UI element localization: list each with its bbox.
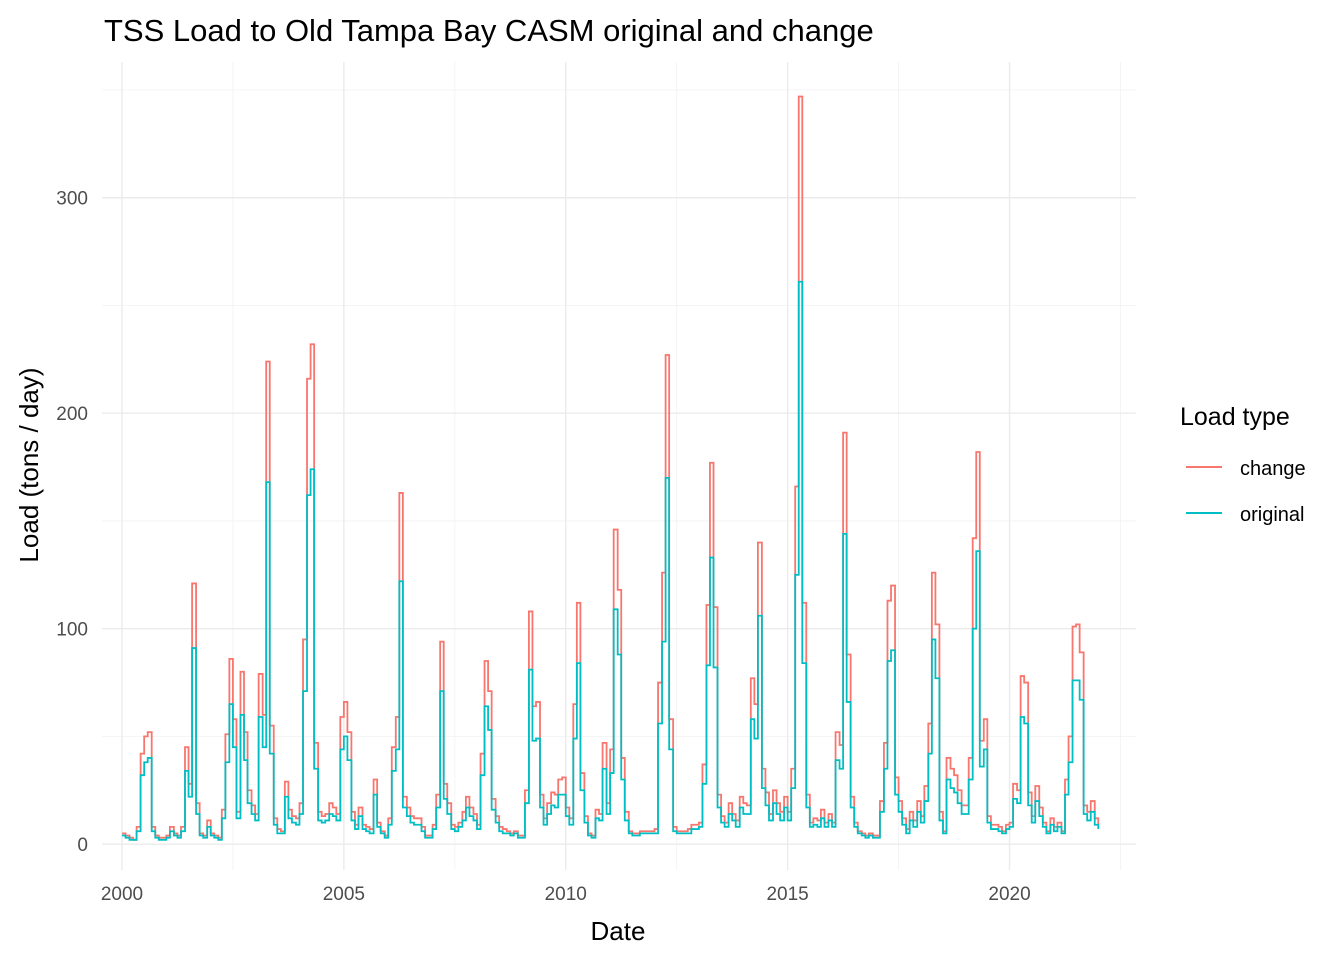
x-tick-label: 2005: [323, 884, 365, 905]
y-tick-label: 200: [56, 404, 88, 425]
major-gridlines: [102, 62, 1136, 870]
minor-gridlines: [102, 62, 1136, 870]
series-line-original: [121, 280, 1100, 841]
x-axis-ticks: 2000 2005 2010 2015 2020: [101, 884, 1031, 905]
y-axis-title: Load (tons / day): [14, 367, 44, 562]
legend-item-change: change: [1186, 458, 1306, 480]
x-tick-label: 2020: [988, 884, 1030, 905]
legend-item-original: original: [1186, 504, 1304, 526]
x-tick-label: 2015: [766, 884, 808, 905]
legend-label-original: original: [1240, 504, 1304, 526]
chart-title: TSS Load to Old Tampa Bay CASM original …: [104, 13, 874, 48]
x-tick-label: 2000: [101, 884, 143, 905]
y-tick-label: 300: [56, 189, 88, 210]
series-line-change: [121, 95, 1100, 841]
legend-title: Load type: [1180, 403, 1290, 431]
x-tick-label: 2010: [545, 884, 587, 905]
legend: Load type change original: [1180, 403, 1306, 526]
x-axis-title: Date: [591, 916, 646, 946]
y-axis-ticks: 0 100 200 300: [56, 189, 88, 856]
y-tick-label: 0: [77, 835, 88, 856]
legend-label-change: change: [1240, 458, 1306, 480]
series-layer: [121, 95, 1100, 841]
y-tick-label: 100: [56, 620, 88, 641]
